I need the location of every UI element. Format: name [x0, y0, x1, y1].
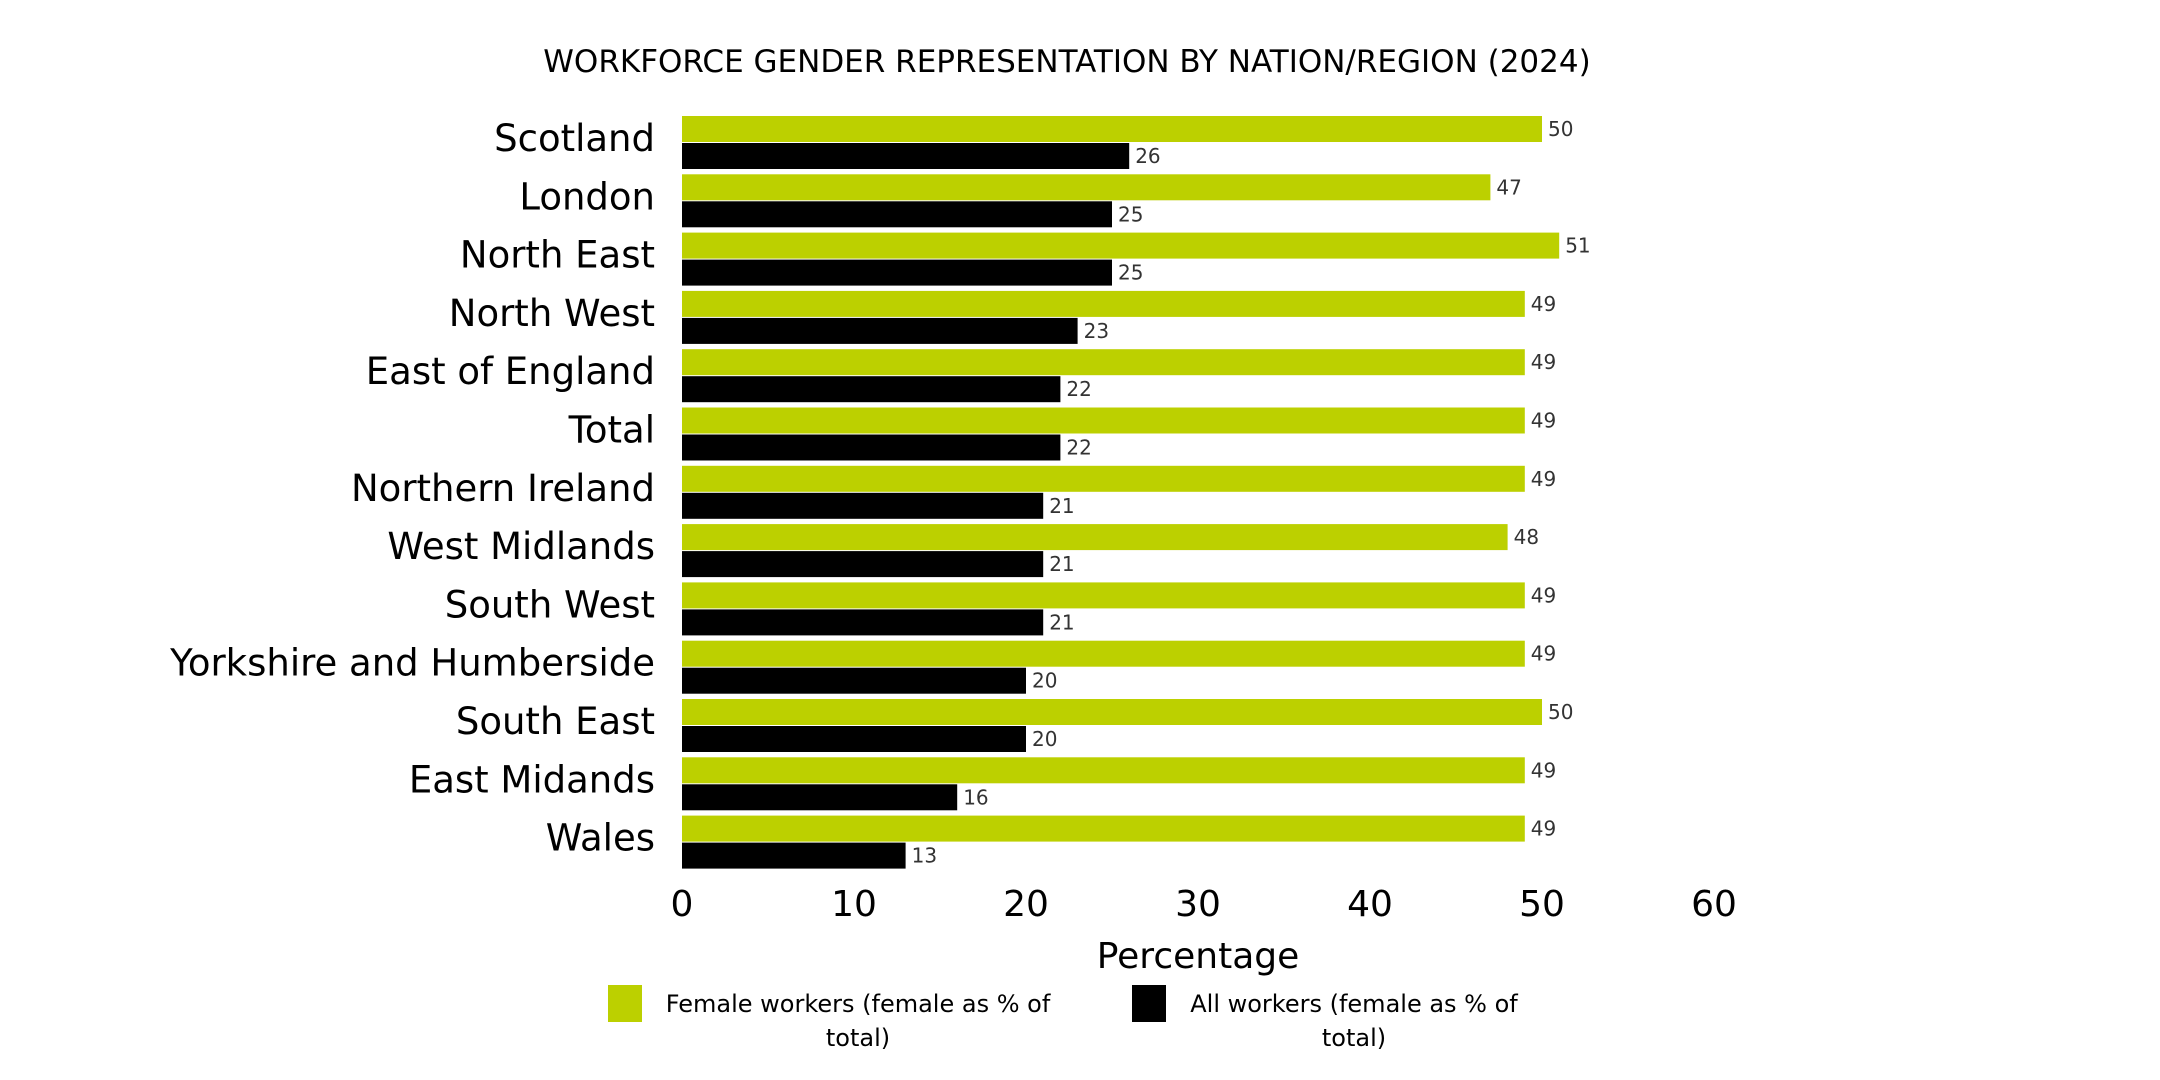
chart-title: WORKFORCE GENDER REPRESENTATION BY NATIO… [543, 44, 1590, 80]
data-label: 49 [1531, 350, 1556, 374]
category-label: South West [445, 583, 655, 626]
data-label: 51 [1565, 234, 1590, 258]
data-label: 21 [1049, 610, 1074, 634]
bar [682, 232, 1560, 259]
x-axis-title: Percentage [1097, 936, 1300, 977]
x-tick-label: 10 [831, 884, 877, 925]
data-label: 49 [1531, 467, 1556, 491]
data-label: 49 [1531, 758, 1556, 782]
x-axis-ticks: 0 10 20 30 40 50 60 [671, 884, 1737, 925]
bar [682, 640, 1525, 667]
bar [682, 492, 1044, 519]
bar [682, 465, 1525, 492]
data-label: 25 [1118, 202, 1143, 226]
data-label: 49 [1531, 583, 1556, 607]
category-label: East of England [366, 350, 655, 393]
bar [682, 174, 1491, 201]
bar [682, 757, 1525, 784]
category-label: Scotland [494, 117, 655, 160]
category-label: Total [568, 409, 655, 452]
bar [682, 259, 1112, 286]
bar [682, 726, 1026, 752]
bar [682, 582, 1525, 609]
bars-group: 50 26 47 25 51 25 49 23 49 22 49 22 49 21 48 21 49 21 49 20… [682, 116, 1591, 869]
bar [682, 609, 1044, 636]
x-tick-label: 50 [1519, 884, 1565, 925]
data-label: 21 [1049, 552, 1074, 576]
data-label: 49 [1531, 292, 1556, 316]
legend-swatch [608, 985, 642, 1022]
bar [682, 407, 1525, 434]
legend-label: All workers (female as % of total) [1190, 990, 1518, 1052]
category-label: North West [449, 292, 655, 335]
bar [682, 815, 1525, 842]
data-label: 49 [1531, 642, 1556, 666]
category-label: South East [456, 700, 655, 743]
data-label: 13 [912, 844, 937, 868]
data-label: 49 [1531, 817, 1556, 841]
data-label: 25 [1118, 261, 1143, 285]
legend-label: Female workers (female as % of total) [666, 990, 1051, 1052]
bar [682, 116, 1542, 142]
data-label: 26 [1135, 144, 1160, 168]
data-label: 48 [1514, 525, 1539, 549]
bar [682, 317, 1078, 344]
data-label: 16 [963, 785, 988, 809]
legend: Female workers (female as % of total) All … [608, 985, 1518, 1052]
bar [682, 699, 1542, 725]
bar [682, 842, 906, 869]
data-label: 20 [1032, 669, 1057, 693]
data-label: 50 [1548, 700, 1573, 724]
bar [682, 143, 1130, 169]
bar [682, 434, 1061, 461]
bar [682, 349, 1525, 376]
bar [682, 784, 958, 811]
data-label: 47 [1496, 175, 1521, 199]
x-tick-label: 20 [1003, 884, 1049, 925]
category-label: West Midlands [387, 525, 655, 568]
category-label: North East [460, 234, 655, 277]
category-label: Northern Ireland [351, 467, 655, 510]
bar [682, 201, 1112, 228]
bar [682, 667, 1026, 694]
data-label: 49 [1531, 409, 1556, 433]
category-label: London [519, 175, 655, 218]
category-label: Wales [546, 817, 655, 860]
bar [682, 290, 1525, 317]
data-label: 22 [1066, 436, 1091, 460]
data-label: 23 [1084, 319, 1109, 343]
data-label: 22 [1066, 377, 1091, 401]
data-label: 21 [1049, 494, 1074, 518]
data-label: 50 [1548, 117, 1573, 141]
data-label: 20 [1032, 727, 1057, 751]
bar [682, 376, 1061, 403]
x-tick-label: 60 [1691, 884, 1737, 925]
x-tick-label: 40 [1347, 884, 1393, 925]
category-labels: Scotland London North East North West East o… [169, 117, 655, 860]
x-tick-label: 0 [671, 884, 694, 925]
category-label: East Midands [409, 758, 655, 801]
legend-swatch [1132, 985, 1166, 1022]
category-label: Yorkshire and Humberside [169, 642, 655, 685]
bar [682, 551, 1044, 578]
x-tick-label: 30 [1175, 884, 1221, 925]
bar [682, 524, 1508, 551]
